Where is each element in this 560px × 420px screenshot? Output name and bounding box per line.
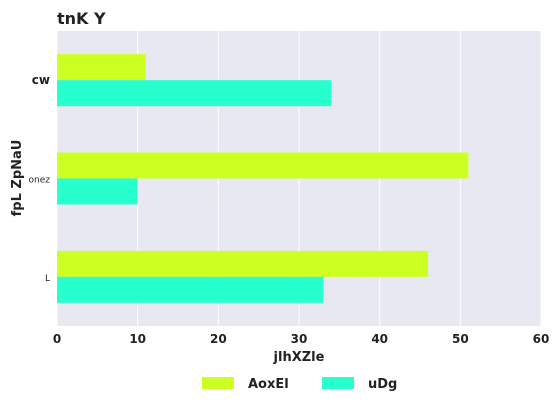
x-tick-label: 30 (291, 332, 308, 346)
y-axis-label: fpL ZpNaU (10, 140, 25, 217)
legend: AoxEl uDg (202, 377, 397, 392)
y-tick-label: L (45, 274, 50, 284)
x-axis-label: jlhXZle (273, 350, 325, 365)
x-tick-label: 50 (452, 332, 469, 346)
chart-title: tnK Y (57, 9, 106, 28)
bars (57, 54, 469, 303)
x-axis-ticks: 0 10 20 30 40 50 60 (53, 332, 550, 346)
x-tick-label: 0 (53, 332, 61, 346)
legend-label-uDg: uDg (368, 377, 397, 392)
x-tick-label: 20 (210, 332, 227, 346)
y-tick-label: onez (29, 176, 51, 186)
x-tick-label: 60 (533, 332, 550, 346)
legend-label-AoxEl: AoxEl (248, 377, 289, 392)
bar-AoxEl-L (57, 250, 429, 277)
bar-uDg-L (57, 276, 324, 303)
bar-uDg-onez (57, 178, 138, 205)
x-tick-label: 10 (129, 332, 146, 346)
bar-uDg-cw (57, 80, 332, 107)
legend-swatch-AoxEl (202, 377, 234, 389)
legend-swatch-uDg (322, 377, 354, 389)
y-axis-ticks: cw onez L (29, 73, 51, 284)
bar-AoxEl-onez (57, 152, 469, 179)
x-tick-label: 40 (371, 332, 388, 346)
bar-AoxEl-cw (57, 54, 146, 81)
y-tick-label: cw (32, 73, 50, 87)
